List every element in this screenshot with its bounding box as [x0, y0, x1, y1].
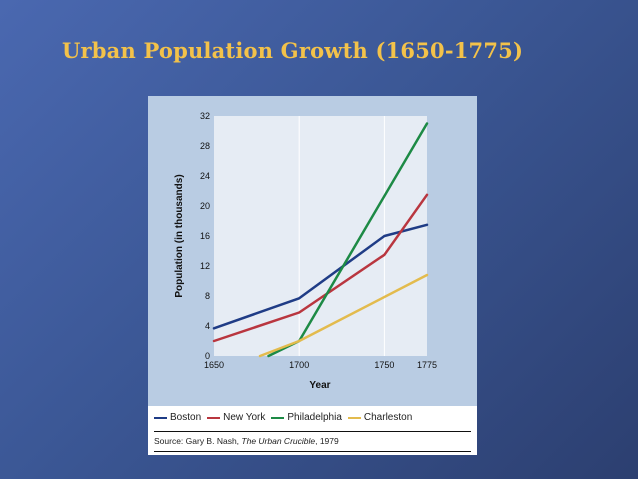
divider-rule	[154, 431, 471, 432]
y-tick-label: 32	[200, 111, 210, 121]
legend-label: Boston	[170, 412, 202, 423]
y-tick-label: 28	[200, 141, 210, 151]
y-tick-label: 16	[200, 231, 210, 241]
legend-label: New York	[223, 412, 266, 423]
plot-area	[214, 116, 427, 356]
chart-figure: 1650 1700 1750 1775 0 4 8 12 16 20 24 28 32 Year Pop…	[148, 96, 477, 455]
y-tick-label: 12	[200, 261, 210, 271]
y-tick-label: 8	[205, 291, 210, 301]
x-tick-label: 1700	[289, 360, 309, 370]
source-work-title: The Urban Crucible	[241, 436, 316, 446]
source-prefix: Source: Gary B. Nash,	[154, 436, 242, 446]
x-tick-label: 1750	[374, 360, 394, 370]
y-tick-label: 0	[205, 351, 210, 361]
legend-label: Charleston	[363, 412, 413, 423]
legend-item-boston: Boston	[154, 412, 201, 423]
legend-item-new-york: New York	[207, 412, 265, 423]
series-line-charleston	[258, 273, 429, 358]
series-line-new-york	[212, 193, 429, 343]
legend-label: Philadelphia	[287, 412, 342, 423]
y-axis-label: Population (in thousands)	[174, 174, 185, 297]
source-note: Source: Gary B. Nash, The Urban Crucible…	[154, 436, 339, 446]
legend-swatch	[207, 416, 221, 419]
legend-swatch	[271, 416, 285, 419]
source-suffix: , 1979	[315, 436, 339, 446]
slide-title: Urban Population Growth (1650-1775)	[62, 38, 524, 63]
legend-swatch	[347, 416, 361, 419]
x-axis-label: Year	[309, 380, 330, 391]
legend-swatch	[154, 416, 167, 419]
y-tick-label: 24	[200, 171, 210, 181]
divider-rule	[154, 451, 471, 452]
x-tick-label: 1775	[417, 360, 437, 370]
legend-item-philadelphia: Philadelphia	[271, 412, 342, 423]
y-tick-label: 4	[205, 321, 210, 331]
chart-legend: Boston New York Philadelphia Charleston	[154, 412, 418, 423]
series-lines	[212, 122, 429, 358]
axis-ticks: 1650 1700 1750 1775 0 4 8 12 16 20 24 28 32	[200, 111, 437, 370]
x-tick-label: 1650	[204, 360, 224, 370]
y-tick-label: 20	[200, 201, 210, 211]
line-chart: 1650 1700 1750 1775 0 4 8 12 16 20 24 28 32 Year Pop…	[148, 96, 477, 406]
legend-item-charleston: Charleston	[347, 412, 413, 423]
